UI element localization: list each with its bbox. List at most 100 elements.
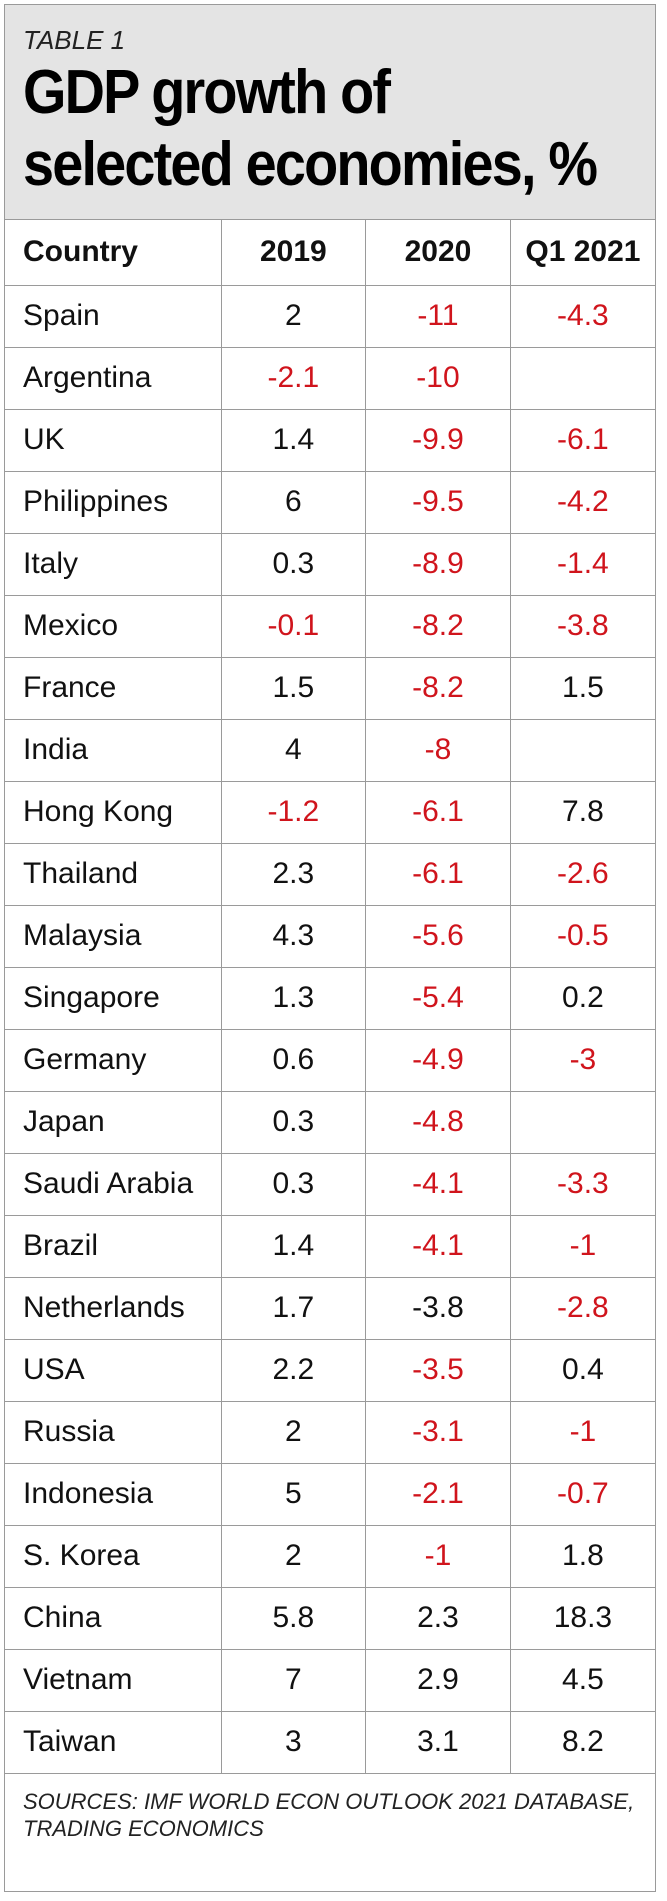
table-number-label: TABLE 1 <box>23 25 126 55</box>
value-2019-cell: 5 <box>221 1463 367 1526</box>
value-q1-2021-cell: -0.5 <box>510 905 655 968</box>
title-line-1: GDP growth of <box>23 58 391 127</box>
table-header-row: Country 2019 2020 Q1 2021 <box>5 220 655 286</box>
value-2019-cell: 2 <box>221 1525 367 1588</box>
value-2020-cell: -8.9 <box>365 533 511 596</box>
value-q1-2021-cell: 18.3 <box>510 1587 655 1650</box>
country-cell: Thailand <box>5 843 222 906</box>
country-cell: Philippines <box>5 471 222 534</box>
value-2019-cell: 4 <box>221 719 367 782</box>
value-2019-cell: -1.2 <box>221 781 367 844</box>
table-header: TABLE 1 GDP growth of selected economies… <box>5 5 655 220</box>
value-q1-2021-cell: -2.6 <box>510 843 655 906</box>
country-cell: Russia <box>5 1401 222 1464</box>
value-2019-cell: 1.5 <box>221 657 367 720</box>
country-cell: USA <box>5 1339 222 1402</box>
sources-line-1: SOURCES: IMF WORLD ECON OUTLOOK 2021 DAT… <box>23 1788 635 1814</box>
value-2020-cell: -4.1 <box>365 1215 511 1278</box>
value-q1-2021-cell: -3 <box>510 1029 655 1092</box>
value-2019-cell: -0.1 <box>221 595 367 658</box>
value-q1-2021-cell: -6.1 <box>510 409 655 472</box>
value-q1-2021-cell: 1.5 <box>510 657 655 720</box>
gdp-table: Country 2019 2020 Q1 2021 Spain 2 -11 -4.3 A… <box>5 220 655 1774</box>
value-q1-2021-cell <box>510 719 655 782</box>
value-2019-cell: 3 <box>221 1711 367 1774</box>
value-2019-cell: 5.8 <box>221 1587 367 1650</box>
country-cell: UK <box>5 409 222 472</box>
table-row: Russia 2 -3.1 -1 <box>5 1401 655 1464</box>
country-cell: Spain <box>5 285 222 348</box>
value-q1-2021-cell: -1 <box>510 1401 655 1464</box>
table-row: Spain 2 -11 -4.3 <box>5 285 655 348</box>
country-cell: Argentina <box>5 347 222 410</box>
table-row: Malaysia 4.3 -5.6 -0.5 <box>5 905 655 968</box>
country-cell: Singapore <box>5 967 222 1030</box>
value-2019-cell: 6 <box>221 471 367 534</box>
value-2020-cell: -8.2 <box>365 595 511 658</box>
value-2019-cell: 2.2 <box>221 1339 367 1402</box>
value-2020-cell: 3.1 <box>365 1711 511 1774</box>
table-row: UK 1.4 -9.9 -6.1 <box>5 409 655 472</box>
value-2020-cell: -3.8 <box>365 1277 511 1340</box>
country-cell: Brazil <box>5 1215 222 1278</box>
table-row: Mexico -0.1 -8.2 -3.8 <box>5 595 655 658</box>
country-cell: France <box>5 657 222 720</box>
country-cell: Indonesia <box>5 1463 222 1526</box>
table-row: India 4 -8 <box>5 719 655 782</box>
country-cell: Hong Kong <box>5 781 222 844</box>
country-cell: Malaysia <box>5 905 222 968</box>
value-2020-cell: -4.9 <box>365 1029 511 1092</box>
country-cell: China <box>5 1587 222 1650</box>
value-q1-2021-cell: -3.8 <box>510 595 655 658</box>
value-q1-2021-cell: -2.8 <box>510 1277 655 1340</box>
value-2020-cell: -8.2 <box>365 657 511 720</box>
value-2019-cell: 7 <box>221 1649 367 1712</box>
value-q1-2021-cell: -1.4 <box>510 533 655 596</box>
value-q1-2021-cell: -4.3 <box>510 285 655 348</box>
table-card: TABLE 1 GDP growth of selected economies… <box>4 4 656 1892</box>
value-2020-cell: -11 <box>365 285 511 348</box>
value-2020-cell: -9.5 <box>365 471 511 534</box>
value-2020-cell: -8 <box>365 719 511 782</box>
country-cell: Saudi Arabia <box>5 1153 222 1216</box>
value-2020-cell: -6.1 <box>365 843 511 906</box>
country-cell: Japan <box>5 1091 222 1154</box>
country-cell: Italy <box>5 533 222 596</box>
value-q1-2021-cell: 8.2 <box>510 1711 655 1774</box>
table-row: Philippines 6 -9.5 -4.2 <box>5 471 655 534</box>
table-row: Hong Kong -1.2 -6.1 7.8 <box>5 781 655 844</box>
sources-note: SOURCES: IMF WORLD ECON OUTLOOK 2021 DAT… <box>5 1774 655 1842</box>
value-2019-cell: 1.4 <box>221 1215 367 1278</box>
value-2020-cell: -4.8 <box>365 1091 511 1154</box>
value-q1-2021-cell: -4.2 <box>510 471 655 534</box>
table-row: Italy 0.3 -8.9 -1.4 <box>5 533 655 596</box>
value-2019-cell: 1.3 <box>221 967 367 1030</box>
value-q1-2021-cell: 0.4 <box>510 1339 655 1402</box>
value-2019-cell: 0.3 <box>221 1091 367 1154</box>
value-2020-cell: -9.9 <box>365 409 511 472</box>
country-cell: Taiwan <box>5 1711 222 1774</box>
table-row: Indonesia 5 -2.1 -0.7 <box>5 1463 655 1526</box>
value-2019-cell: 4.3 <box>221 905 367 968</box>
value-2020-cell: 2.9 <box>365 1649 511 1712</box>
country-cell: India <box>5 719 222 782</box>
table-row: Germany 0.6 -4.9 -3 <box>5 1029 655 1092</box>
table-row: S. Korea 2 -1 1.8 <box>5 1525 655 1588</box>
table-row: France 1.5 -8.2 1.5 <box>5 657 655 720</box>
value-q1-2021-cell <box>510 1091 655 1154</box>
title-line-2: selected economies, % <box>23 130 598 199</box>
table-title: GDP growth of selected economies, % <box>23 57 653 201</box>
sources-line-2: TRADING ECONOMICS <box>23 1815 264 1841</box>
value-2019-cell: -2.1 <box>221 347 367 410</box>
country-cell: Mexico <box>5 595 222 658</box>
value-q1-2021-cell: -3.3 <box>510 1153 655 1216</box>
value-2020-cell: -6.1 <box>365 781 511 844</box>
value-2019-cell: 1.7 <box>221 1277 367 1340</box>
value-2019-cell: 0.3 <box>221 1153 367 1216</box>
country-cell: Germany <box>5 1029 222 1092</box>
country-cell: Vietnam <box>5 1649 222 1712</box>
value-2020-cell: -3.5 <box>365 1339 511 1402</box>
table-row: Taiwan 3 3.1 8.2 <box>5 1711 655 1774</box>
table-row: Brazil 1.4 -4.1 -1 <box>5 1215 655 1278</box>
value-2019-cell: 2.3 <box>221 843 367 906</box>
